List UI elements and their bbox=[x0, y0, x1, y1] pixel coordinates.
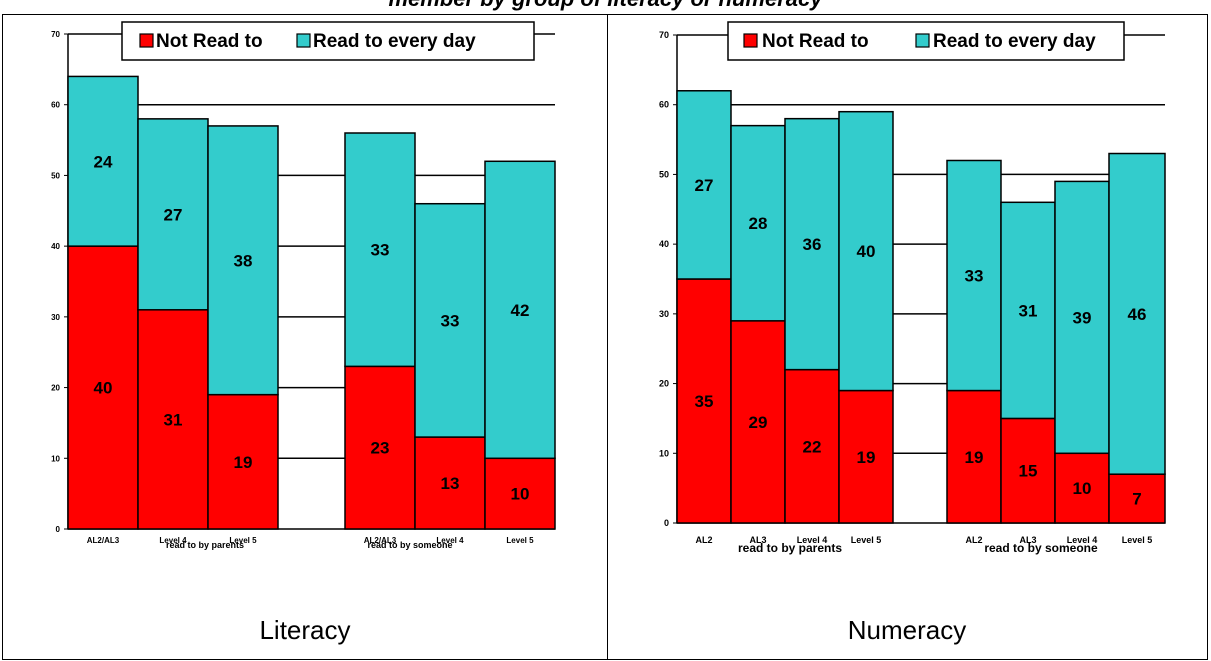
chart2-data-label-read-every-day: 27 bbox=[695, 176, 714, 195]
chart2-bar-read-every-day bbox=[838, 110, 894, 392]
chart2-group-label: read to by someone bbox=[984, 541, 1098, 555]
chart1-y-tick-label: 70 bbox=[51, 30, 60, 39]
chart1-bar-read-every-day bbox=[344, 132, 416, 368]
chart2-data-label-read-every-day: 28 bbox=[749, 214, 768, 233]
chart2-legend-box bbox=[727, 21, 1125, 61]
chart1-bar-read-every-day bbox=[67, 75, 139, 247]
chart1-data-label-read-every-day: 33 bbox=[371, 241, 390, 260]
chart2-data-label-not-read: 29 bbox=[749, 413, 768, 432]
chart2-y-tick-label: 0 bbox=[664, 518, 669, 528]
chart2-bar-not-read bbox=[784, 368, 840, 524]
chart2-category-label: Level 5 bbox=[851, 535, 882, 545]
chart1-data-label-read-every-day: 24 bbox=[94, 152, 113, 171]
chart1-data-label-not-read: 10 bbox=[511, 485, 530, 504]
chart2-data-label-read-every-day: 31 bbox=[1019, 301, 1038, 320]
chart2-category-label: Level 4 bbox=[797, 535, 828, 545]
chart2-category-label: AL3 bbox=[749, 535, 766, 545]
chart1-category-label: Level 5 bbox=[506, 536, 534, 545]
chart1-y-tick-label: 0 bbox=[56, 525, 61, 534]
panel-divider bbox=[607, 14, 608, 660]
chart1-bar-not-read bbox=[137, 309, 209, 530]
chart1-bar-read-every-day bbox=[484, 160, 556, 460]
chart2-bar-read-every-day bbox=[730, 124, 786, 322]
chart2-y-tick-label: 30 bbox=[659, 309, 669, 319]
chart2-bar-read-every-day bbox=[1108, 152, 1166, 475]
chart1-bar-not-read bbox=[344, 365, 416, 530]
chart1-data-label-not-read: 13 bbox=[441, 474, 460, 493]
chart2-legend-swatch bbox=[743, 33, 758, 48]
chart1-data-label-not-read: 19 bbox=[234, 453, 253, 472]
chart2-data-label-read-every-day: 33 bbox=[965, 267, 984, 286]
chart1-legend-label: Not Read to bbox=[156, 31, 263, 52]
chart1-bar-read-every-day bbox=[207, 125, 279, 396]
chart1-legend-swatch bbox=[296, 33, 311, 48]
chart1-legend-label: Read to every day bbox=[313, 31, 476, 52]
chart1-bar-not-read bbox=[207, 393, 279, 530]
chart1-bar-read-every-day bbox=[137, 118, 209, 311]
chart1-category-label: AL2/AL3 bbox=[364, 536, 397, 545]
chart2-y-tick-label: 70 bbox=[659, 30, 669, 40]
chart2-data-label-not-read: 15 bbox=[1019, 462, 1038, 481]
chart1-data-label-read-every-day: 27 bbox=[164, 205, 183, 224]
chart1-group-label: read to by parents bbox=[166, 540, 244, 550]
chart1-data-label-read-every-day: 38 bbox=[234, 251, 253, 270]
chart1-data-label-read-every-day: 42 bbox=[511, 301, 530, 320]
chart2-bar-read-every-day bbox=[946, 159, 1002, 392]
chart1-category-label: Level 5 bbox=[229, 536, 257, 545]
chart2-bar-read-every-day bbox=[784, 117, 840, 371]
chart1-bar-not-read bbox=[484, 457, 556, 530]
chart-title: member by group of literacy or numeracy bbox=[0, 0, 1211, 12]
chart2-bar-not-read bbox=[838, 389, 894, 524]
chart1-legend-swatch bbox=[139, 33, 154, 48]
chart1-data-label-not-read: 23 bbox=[371, 439, 390, 458]
chart2-bar-not-read bbox=[1108, 473, 1166, 524]
chart2-y-tick-label: 20 bbox=[659, 379, 669, 389]
chart2-category-label: Level 4 bbox=[1067, 535, 1098, 545]
chart2-group-label: read to by parents bbox=[738, 541, 842, 555]
chart1-category-label: Level 4 bbox=[436, 536, 464, 545]
literacy-caption: Literacy bbox=[259, 615, 351, 645]
chart2-bar-read-every-day bbox=[676, 90, 732, 280]
chart1-y-tick-label: 20 bbox=[51, 384, 60, 393]
chart2-legend-label: Read to every day bbox=[933, 31, 1096, 52]
chart2-data-label-read-every-day: 39 bbox=[1073, 308, 1092, 327]
chart2-data-label-read-every-day: 40 bbox=[857, 242, 876, 261]
chart2-data-label-read-every-day: 46 bbox=[1128, 305, 1147, 324]
chart2-y-tick-label: 60 bbox=[659, 100, 669, 110]
chart1-category-label: Level 4 bbox=[159, 536, 187, 545]
chart1-legend-box bbox=[121, 21, 535, 61]
chart1-y-tick-label: 50 bbox=[51, 171, 60, 180]
chart2-data-label-not-read: 7 bbox=[1132, 490, 1141, 509]
chart2-category-label: AL3 bbox=[1019, 535, 1036, 545]
chart2-category-label: Level 5 bbox=[1122, 535, 1153, 545]
chart1-y-tick-label: 10 bbox=[51, 454, 60, 463]
chart2-data-label-not-read: 35 bbox=[695, 392, 714, 411]
chart2-data-label-not-read: 22 bbox=[803, 437, 822, 456]
chart2-y-tick-label: 50 bbox=[659, 169, 669, 179]
chart2-category-label: AL2 bbox=[965, 535, 982, 545]
chart2-data-label-not-read: 19 bbox=[965, 448, 984, 467]
chart2-category-label: AL2 bbox=[695, 535, 712, 545]
chart1-y-tick-label: 40 bbox=[51, 242, 60, 251]
chart2-bar-read-every-day bbox=[1000, 201, 1056, 420]
chart2-bar-read-every-day bbox=[1054, 180, 1110, 455]
chart1-y-tick-label: 60 bbox=[51, 101, 60, 110]
chart1-data-label-read-every-day: 33 bbox=[441, 311, 460, 330]
chart2-legend-label: Not Read to bbox=[762, 31, 869, 52]
chart1-bar-read-every-day bbox=[414, 202, 486, 438]
chart2-legend-swatch bbox=[915, 33, 930, 48]
chart2-y-tick-label: 40 bbox=[659, 239, 669, 249]
chart2-data-label-not-read: 10 bbox=[1073, 479, 1092, 498]
chart1-category-label: AL2/AL3 bbox=[87, 536, 120, 545]
numeracy-caption: Numeracy bbox=[847, 615, 967, 645]
outer-frame bbox=[2, 14, 1208, 660]
chart1-y-tick-label: 30 bbox=[51, 313, 60, 322]
chart1-data-label-not-read: 40 bbox=[94, 379, 113, 398]
chart2-data-label-read-every-day: 36 bbox=[803, 235, 822, 254]
chart1-data-label-not-read: 31 bbox=[164, 410, 183, 429]
chart1-group-label: read to by someone bbox=[367, 540, 452, 550]
chart2-data-label-not-read: 19 bbox=[857, 448, 876, 467]
chart2-y-tick-label: 10 bbox=[659, 448, 669, 458]
